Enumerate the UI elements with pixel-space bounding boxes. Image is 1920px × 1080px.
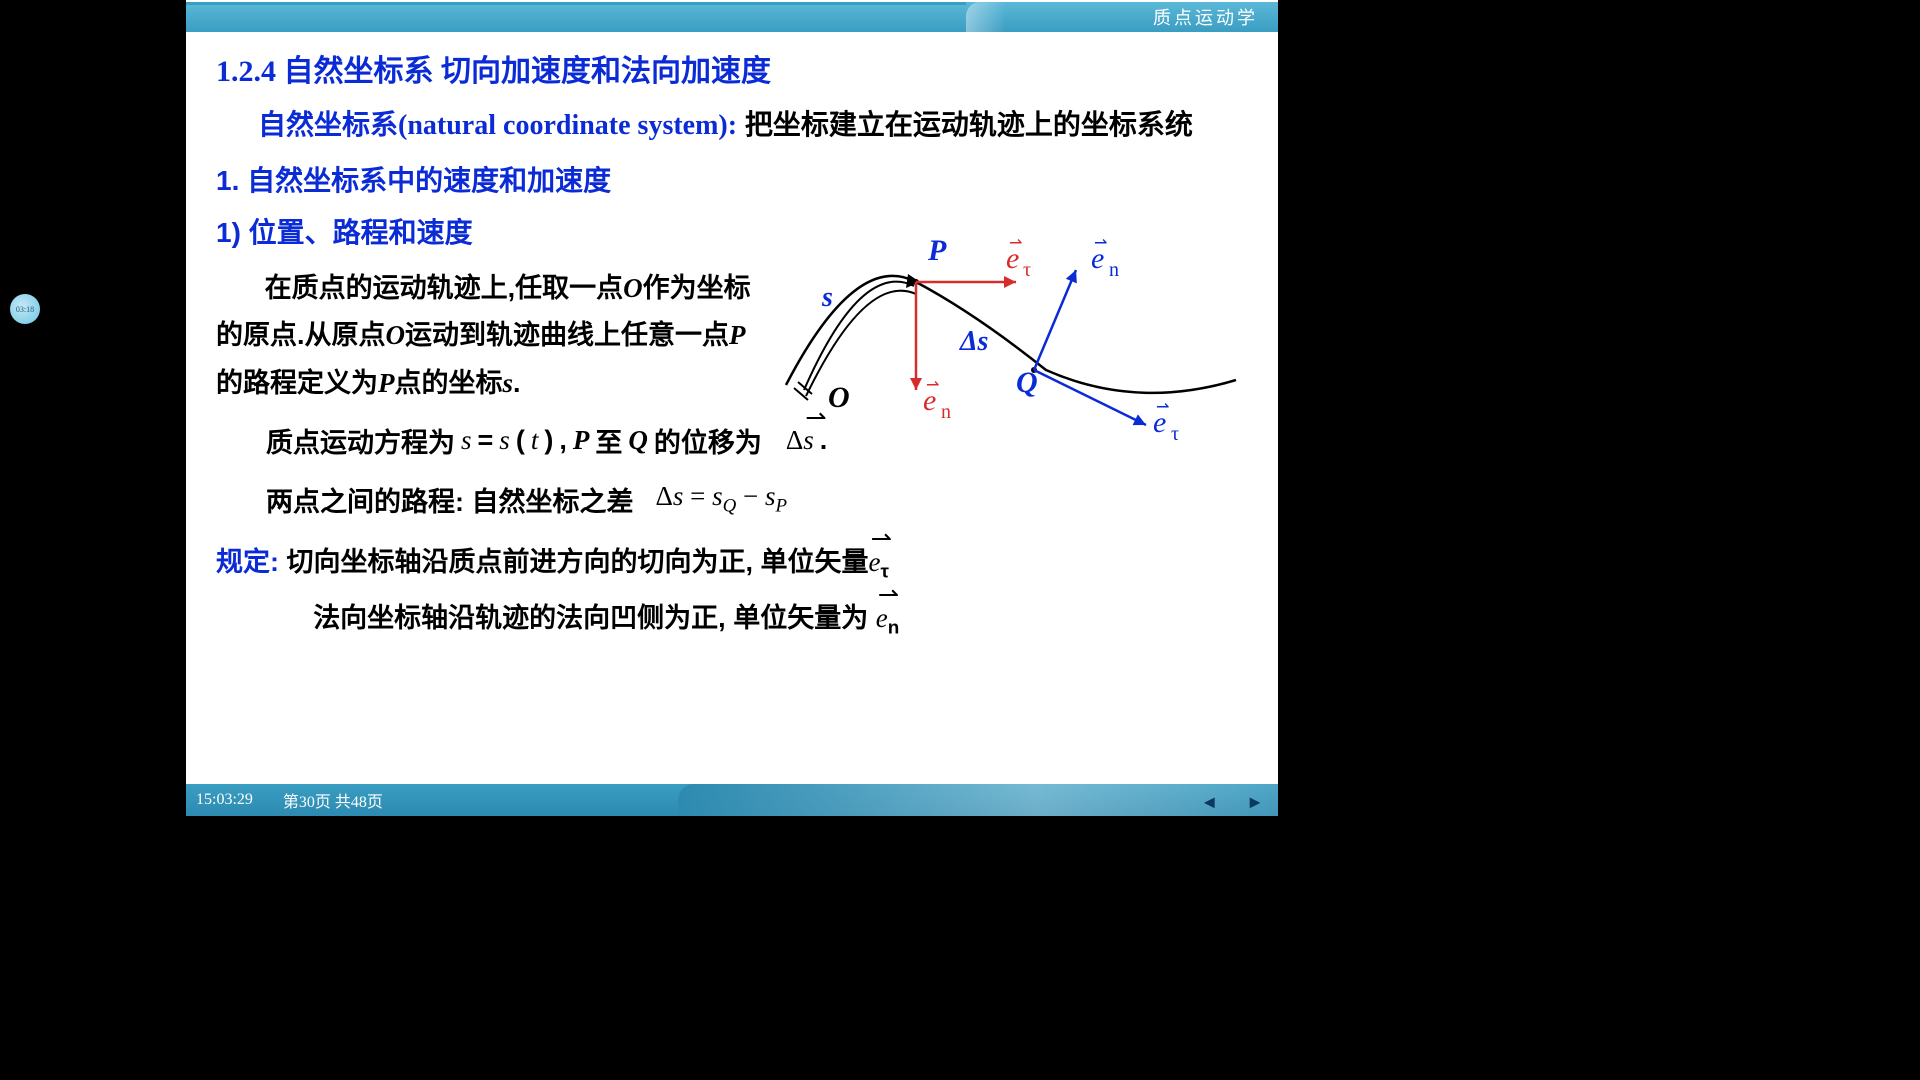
svg-text:e: e [1153, 406, 1166, 439]
footer-page: 第30页 共48页 [283, 788, 383, 812]
footer-bar: 15:03:29 第30页 共48页 ◄ ► [186, 784, 1278, 816]
nav-arrows: ◄ ► [1200, 792, 1264, 813]
slide: 质点运动学 1.2.4 自然坐标系 切向加速度和法向加速度 自然坐标系(natu… [186, 0, 1278, 816]
svg-text:τ: τ [1023, 259, 1031, 281]
rule-paragraph: 规定: 切向坐标轴沿质点前进方向的切向为正, 单位矢量eτ 法向坐标轴沿轨迹的法… [216, 535, 1258, 647]
natural-coord-diagram: P O Q s Δs ⇀ e τ ⇀ e n ⇀ e n ⇀ e τ [776, 210, 1256, 450]
svg-text:τ: τ [1171, 423, 1179, 445]
svg-text:O: O [828, 381, 850, 414]
svg-text:n: n [1109, 259, 1119, 281]
next-arrow-icon[interactable]: ► [1246, 792, 1264, 813]
svg-text:e: e [1006, 242, 1019, 275]
header-bar: 质点运动学 [186, 2, 1278, 32]
svg-text:e: e [1091, 242, 1104, 275]
svg-text:s: s [821, 282, 833, 313]
svg-text:n: n [941, 401, 951, 423]
prev-arrow-icon[interactable]: ◄ [1200, 792, 1218, 813]
svg-text:Δs: Δs [959, 326, 989, 357]
svg-text:Q: Q [1016, 366, 1038, 399]
chapter-title: 质点运动学 [1153, 4, 1258, 30]
section-title: 1.2.4 自然坐标系 切向加速度和法向加速度 [216, 46, 1258, 90]
definition-para: 自然坐标系(natural coordinate system): 把坐标建立在… [216, 102, 1258, 149]
svg-text:e: e [923, 384, 936, 417]
subheading-1: 1. 自然坐标系中的速度和加速度 [216, 159, 1258, 199]
svg-text:P: P [927, 234, 947, 267]
equation-line-2: 两点之间的路程: 自然坐标之差 Δs = sQ − sP [266, 480, 1258, 519]
body-paragraph: 在质点的运动轨迹上,任取一点O作为坐标的原点.从原点O运动到轨迹曲线上任意一点P… [216, 265, 764, 407]
timestamp-bubble: 03:18 [10, 294, 40, 324]
footer-time: 15:03:29 [196, 791, 253, 809]
